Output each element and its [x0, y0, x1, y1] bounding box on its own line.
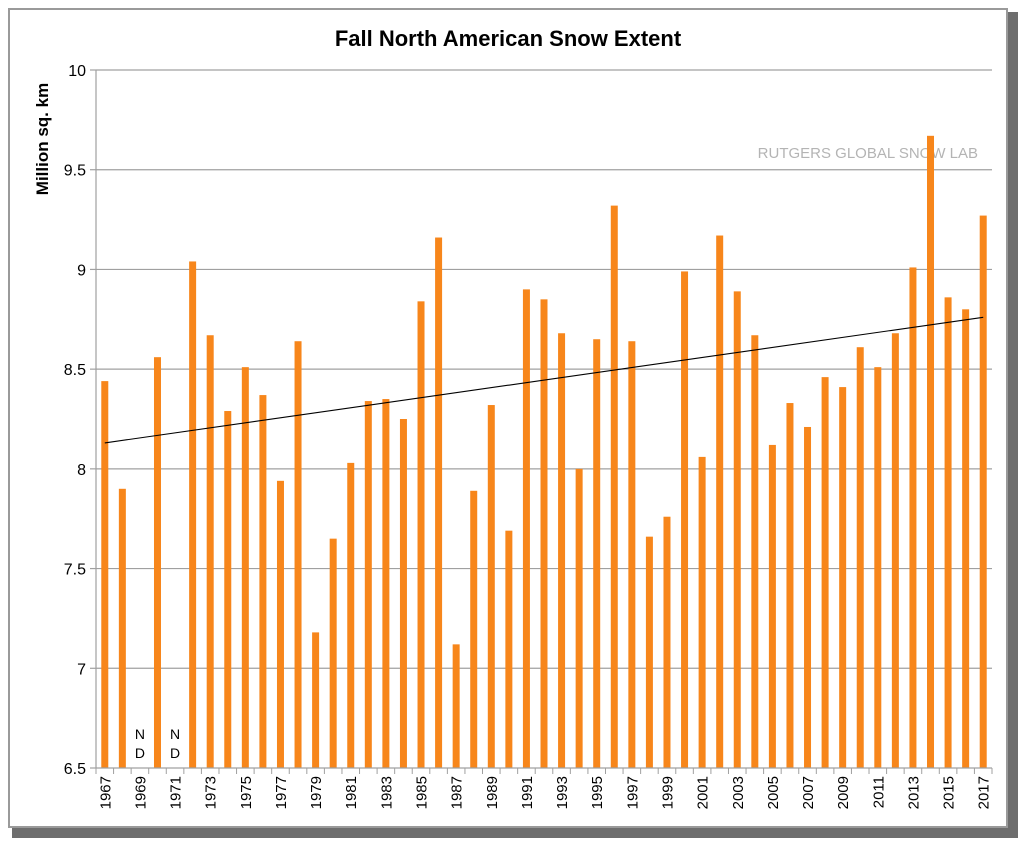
bar-1975 — [241, 367, 249, 768]
bar-2010 — [856, 347, 864, 768]
bar-2016 — [962, 309, 970, 768]
bar-2006 — [786, 403, 794, 768]
bar-1987 — [452, 644, 460, 768]
x-tick-label: 2005 — [765, 776, 782, 809]
bar-1977 — [276, 480, 284, 768]
x-tick-label: 1991 — [519, 776, 536, 809]
bar-1996 — [610, 205, 618, 768]
bar-2015 — [944, 297, 952, 768]
bar-2011 — [874, 367, 882, 768]
trendline — [104, 316, 984, 444]
bar-2005 — [768, 444, 776, 768]
x-axis-ticks: 1967 1969 1971 1973 1975 1977 1979 1981 1983 1985… — [95, 768, 993, 809]
bar-1974 — [224, 411, 232, 768]
x-tick-label: 2011 — [870, 776, 887, 808]
trendline-group — [104, 316, 984, 444]
bar-1994 — [575, 468, 583, 768]
x-tick-label: 1997 — [624, 776, 641, 809]
x-tick-label: 2001 — [695, 776, 712, 809]
bar-2003 — [733, 291, 741, 768]
bar-1979 — [312, 632, 320, 768]
x-tick-label: 1993 — [554, 776, 571, 809]
y-tick-label: 9 — [77, 262, 86, 279]
bar-2014 — [927, 135, 935, 769]
x-tick-label: 1975 — [238, 776, 255, 809]
x-tick-label: 2015 — [941, 776, 958, 809]
x-tick-label: 2017 — [976, 776, 993, 809]
bar-1990 — [505, 530, 513, 768]
x-tick-label: 1985 — [414, 776, 431, 809]
bar-1981 — [347, 462, 355, 768]
x-tick-label: 1995 — [589, 776, 606, 809]
y-tick-label: 9.5 — [64, 163, 86, 180]
bar-1978 — [294, 341, 302, 768]
bar-2012 — [891, 333, 899, 768]
no-data-label-d: D — [170, 745, 180, 761]
bar-2001 — [698, 456, 706, 768]
bar-1973 — [206, 335, 214, 768]
x-tick-label: 1981 — [343, 776, 360, 809]
bar-1988 — [470, 490, 478, 768]
bar-2017 — [979, 215, 987, 768]
bar-1982 — [364, 401, 372, 768]
bar-1993 — [558, 333, 566, 768]
bar-1991 — [522, 289, 530, 768]
bar-2000 — [681, 271, 689, 768]
x-tick-label: 1973 — [203, 776, 220, 809]
x-tick-label: 1969 — [132, 776, 149, 809]
x-tick-label: 1987 — [449, 776, 466, 809]
bar-1983 — [382, 399, 390, 768]
bar-1999 — [663, 516, 671, 768]
y-tick-label: 10 — [68, 63, 86, 80]
x-tick-label: 1977 — [273, 776, 290, 809]
bar-1998 — [645, 536, 653, 768]
bar-1989 — [487, 405, 495, 768]
x-tick-label: 1979 — [308, 776, 325, 809]
bar-1984 — [399, 419, 407, 768]
x-tick-label: 1989 — [484, 776, 501, 809]
y-tick-label: 6.5 — [64, 761, 86, 778]
y-tick-label: 8.5 — [64, 362, 86, 379]
watermark-annotation: RUTGERS GLOBAL SNOW LAB — [758, 145, 978, 162]
y-tick-label: 7 — [77, 661, 86, 678]
bar-1995 — [593, 339, 601, 768]
x-tick-label: 1983 — [378, 776, 395, 809]
bar-1967 — [101, 381, 109, 768]
bar-1985 — [417, 301, 425, 768]
bar-1986 — [435, 237, 443, 768]
no-data-label-n: N — [135, 726, 145, 742]
bar-2008 — [821, 377, 829, 768]
x-tick-label: 1999 — [659, 776, 676, 809]
bar-2007 — [804, 426, 812, 768]
x-tick-label: 2003 — [730, 776, 747, 809]
no-data-label-d: D — [135, 745, 145, 761]
x-tick-label: 1967 — [97, 776, 114, 809]
y-tick-label: 8 — [77, 462, 86, 479]
y-axis-ticks: 6.5 7 7.5 8 8.5 9 9.5 10 — [64, 63, 96, 778]
bar-2013 — [909, 267, 917, 768]
no-data-label-n: N — [170, 726, 180, 742]
x-tick-label: 2013 — [905, 776, 922, 809]
bar-1976 — [259, 395, 267, 768]
bar-1968 — [118, 488, 126, 768]
x-tick-label: 2009 — [835, 776, 852, 809]
axes — [95, 70, 992, 769]
bar-1972 — [189, 261, 197, 768]
y-axis-label: Million sq. km — [33, 83, 52, 195]
bar-1997 — [628, 341, 636, 768]
bar-2004 — [751, 335, 759, 768]
bar-2009 — [839, 387, 847, 768]
bars — [101, 135, 987, 769]
bar-2002 — [716, 235, 724, 769]
x-tick-label: 2007 — [800, 776, 817, 809]
bar-1980 — [329, 538, 337, 768]
bar-1970 — [153, 357, 161, 768]
y-tick-label: 7.5 — [64, 562, 86, 579]
x-tick-label: 1971 — [168, 776, 185, 809]
chart-title: Fall North American Snow Extent — [335, 26, 682, 51]
bar-1992 — [540, 299, 548, 768]
